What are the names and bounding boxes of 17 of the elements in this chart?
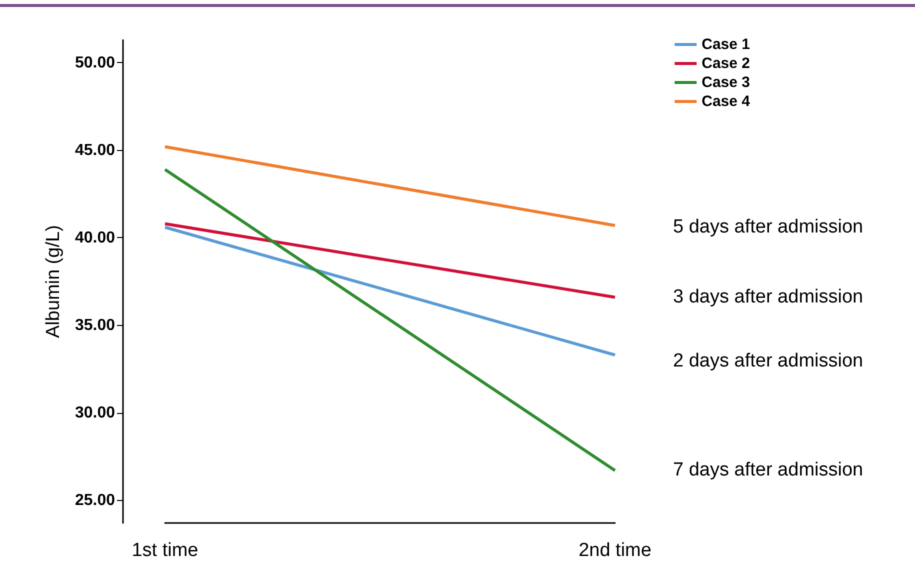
legend-label: Case 4	[702, 93, 751, 110]
annotation: 2 days after admission	[673, 350, 864, 372]
legend-label: Case 2	[702, 55, 750, 72]
annotation: 5 days after admission	[673, 216, 864, 238]
y-tick-label: 50.00	[74, 54, 116, 72]
legend-label: Case 3	[702, 74, 750, 91]
y-tick-label: 25.00	[74, 492, 116, 509]
annotation: 7 days after admission	[673, 460, 864, 480]
y-tick-label: 45.00	[74, 142, 116, 159]
y-tick-label: 35.00	[74, 316, 116, 334]
legend-label: Case 1	[702, 36, 750, 53]
y-tick-label: 40.00	[74, 229, 116, 246]
x-tick-label: 1st time	[132, 540, 198, 561]
x-tick-label: 2nd time	[578, 540, 652, 561]
annotation: 3 days after admission	[673, 286, 864, 308]
y-axis-title: Albumin (g/L)	[43, 225, 64, 338]
y-tick-label: 30.00	[74, 404, 116, 422]
